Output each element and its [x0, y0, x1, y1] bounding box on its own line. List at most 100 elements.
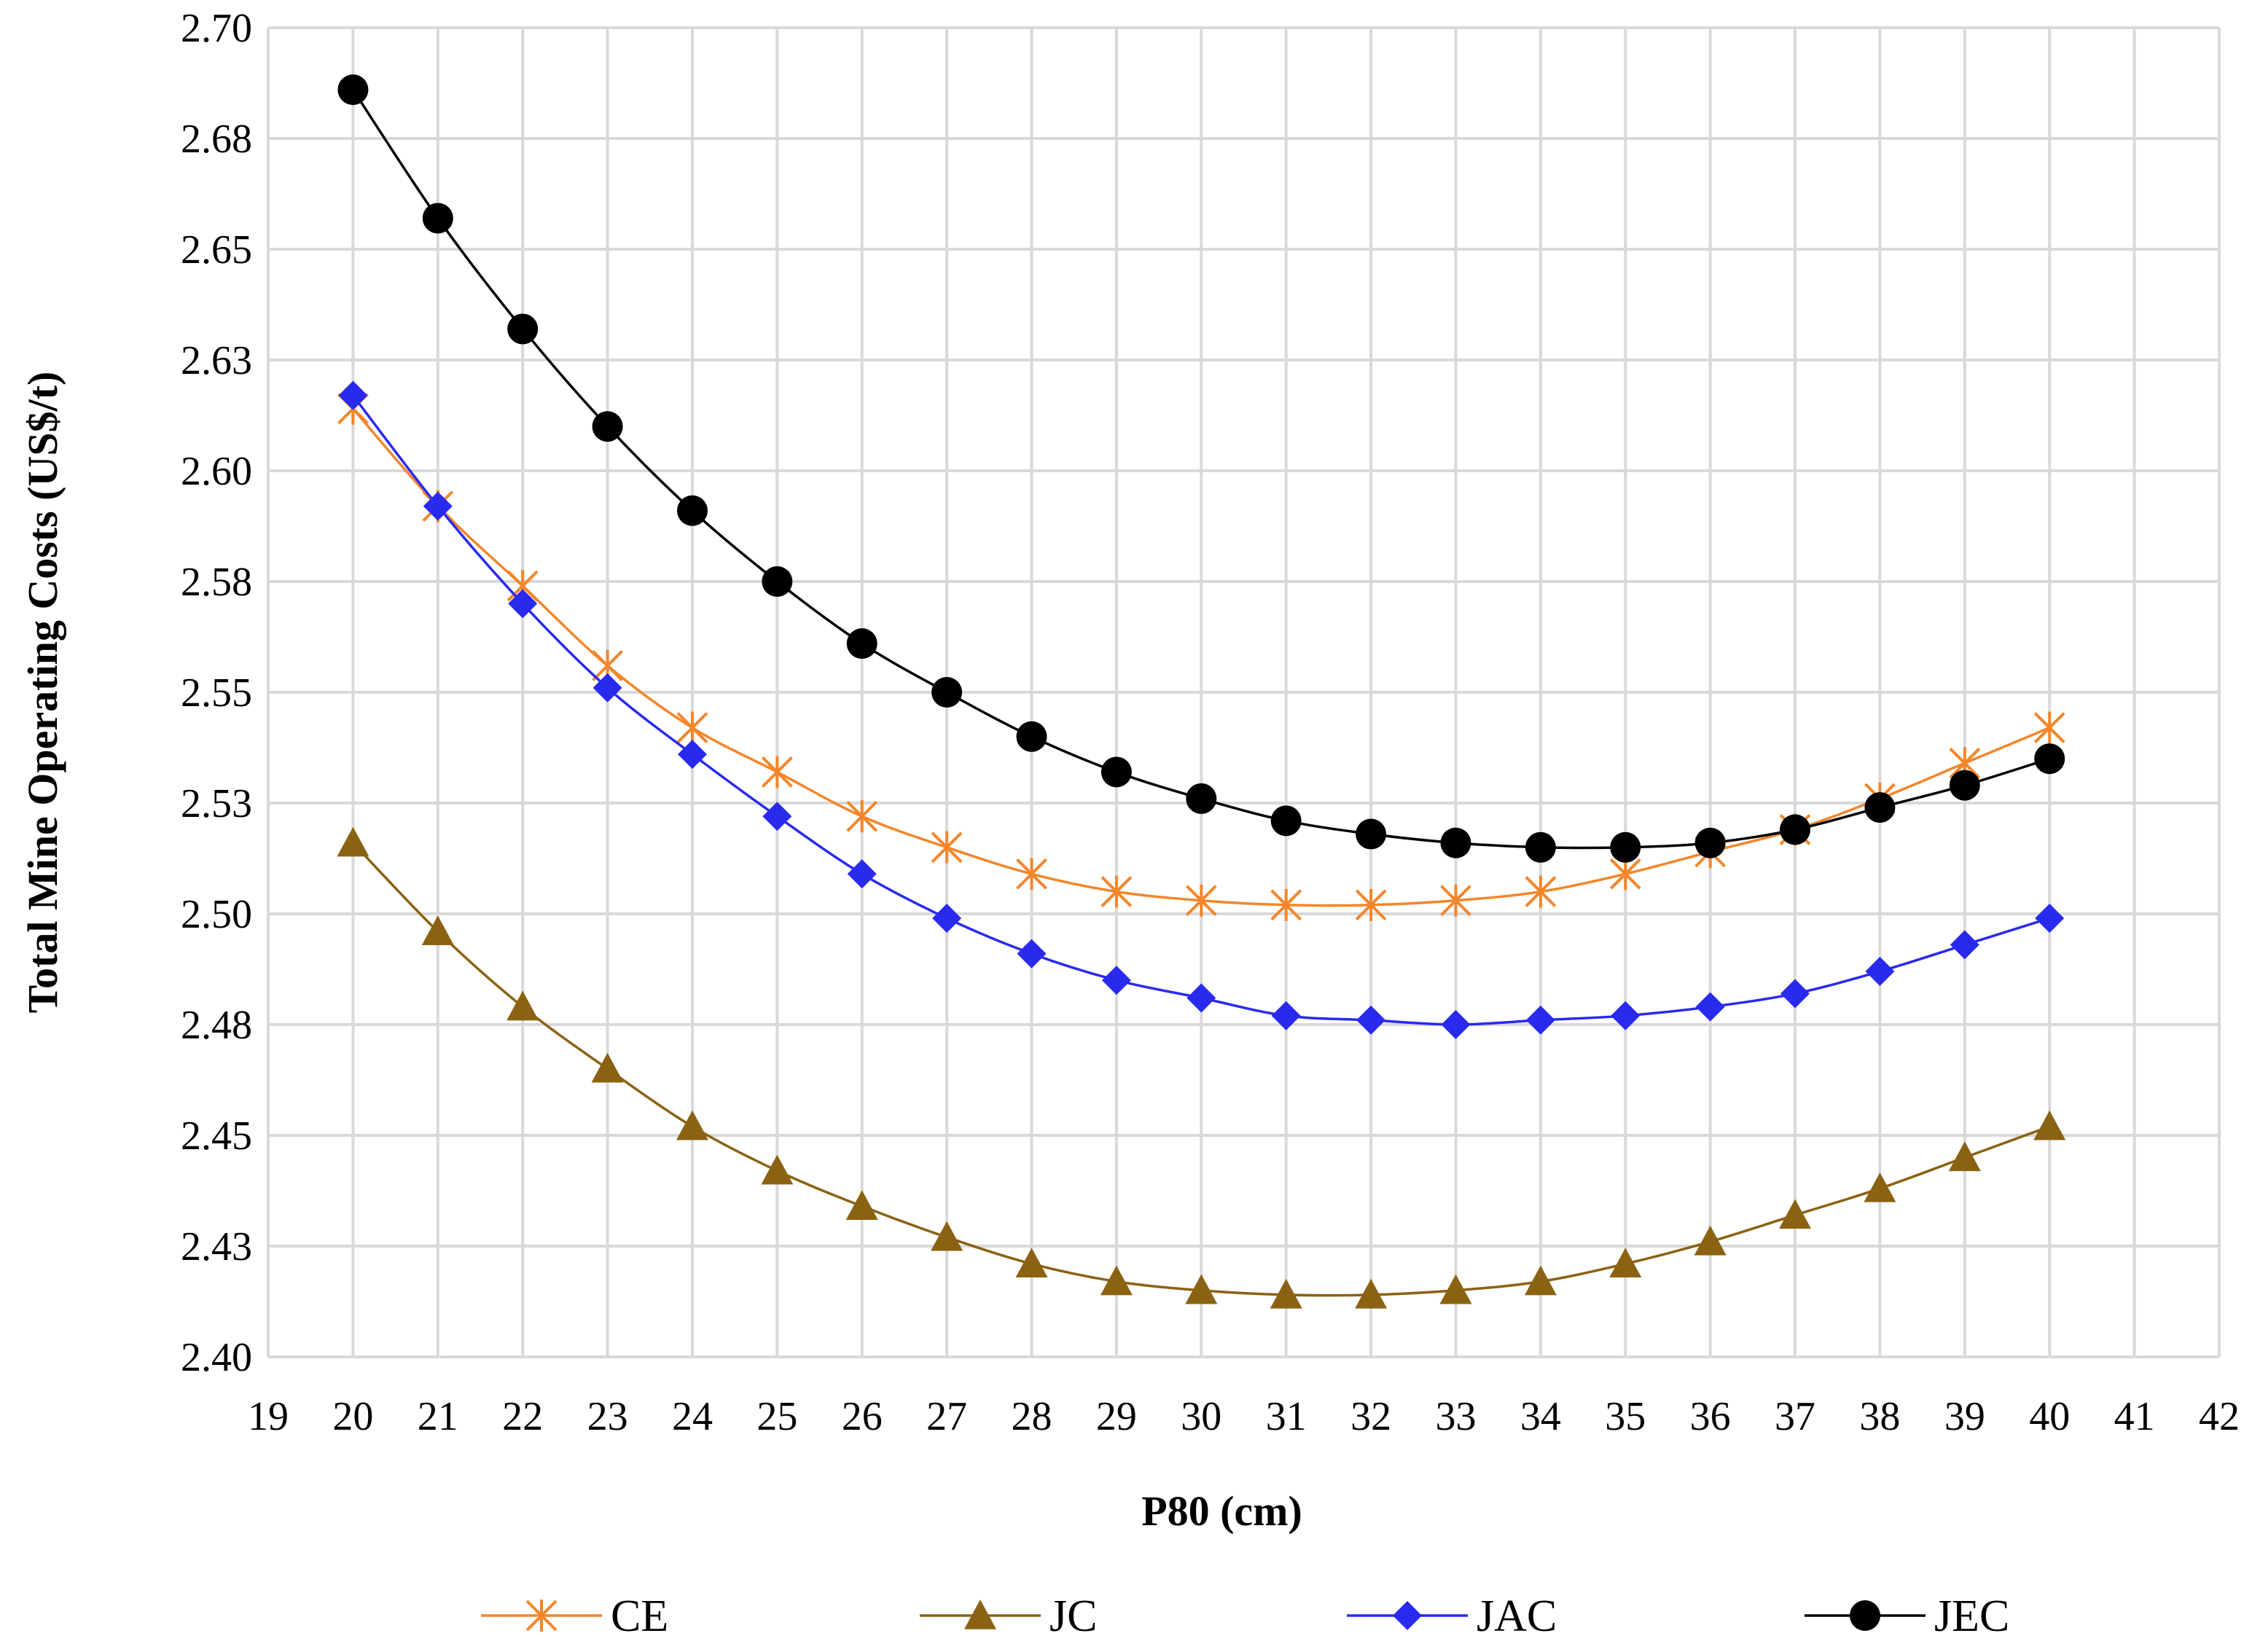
data-point — [1609, 1248, 1642, 1278]
x-tick-label: 22 — [502, 1394, 543, 1439]
data-point — [1101, 966, 1131, 995]
legend-marker — [964, 1600, 996, 1629]
data-point — [1949, 770, 1980, 801]
legend-item-jc: JC — [920, 1592, 1097, 1641]
x-tick-label: 25 — [756, 1394, 797, 1439]
y-tick-label: 2.45 — [181, 1113, 252, 1159]
data-point — [1185, 1274, 1218, 1304]
data-point — [2035, 904, 2065, 933]
data-point — [761, 1154, 794, 1185]
x-tick-label: 40 — [2029, 1394, 2070, 1439]
data-point — [1440, 827, 1471, 858]
data-point — [421, 915, 454, 946]
data-point — [1948, 1141, 1981, 1172]
y-tick-label: 2.60 — [181, 449, 252, 494]
data-point — [1779, 1199, 1812, 1229]
data-point — [1100, 1265, 1133, 1296]
data-point — [1864, 1172, 1896, 1202]
data-point — [1270, 1278, 1302, 1309]
x-tick-label: 24 — [672, 1394, 713, 1439]
data-point — [676, 495, 708, 526]
data-point — [931, 831, 963, 864]
y-tick-label: 2.70 — [181, 6, 252, 51]
legend-item-jac: JAC — [1347, 1592, 1557, 1641]
data-point — [2033, 711, 2065, 744]
data-point — [1950, 930, 1979, 960]
data-point — [931, 677, 963, 708]
data-point — [1100, 875, 1133, 908]
data-point — [1017, 939, 1047, 968]
data-point — [507, 990, 539, 1021]
data-point — [1186, 783, 1217, 814]
x-tick-label: 27 — [926, 1394, 967, 1439]
data-point — [847, 859, 877, 889]
data-point — [337, 74, 369, 106]
data-point — [337, 826, 370, 857]
data-point — [592, 411, 623, 442]
data-point — [1695, 992, 1725, 1022]
data-point — [1864, 792, 1896, 823]
data-point — [1524, 1265, 1557, 1296]
data-point — [846, 628, 877, 659]
x-tick-label: 30 — [1181, 1394, 1221, 1439]
y-tick-label: 2.48 — [181, 1003, 252, 1048]
x-tick-label: 29 — [1096, 1394, 1137, 1439]
data-point — [762, 566, 793, 597]
x-tick-label: 33 — [1435, 1394, 1476, 1439]
y-tick-label: 2.53 — [181, 781, 252, 826]
x-tick-label: 32 — [1350, 1394, 1391, 1439]
data-point — [1100, 756, 1132, 788]
x-tick-label: 20 — [332, 1394, 373, 1439]
data-point — [423, 491, 453, 521]
series-jec — [337, 74, 2065, 863]
x-tick-label: 42 — [2199, 1394, 2240, 1439]
data-point — [761, 756, 793, 788]
x-tick-labels: 19 20 21 22 23 24 25 26 27 28 29 30 31 32 33 34 35 36 37 38… — [248, 1394, 2240, 1439]
data-point — [1015, 1248, 1048, 1278]
data-point — [1356, 1005, 1386, 1035]
series-jc — [337, 826, 2066, 1309]
data-point — [1440, 884, 1471, 917]
data-point — [1525, 831, 1556, 863]
data-point — [1780, 979, 1810, 1009]
data-point — [1865, 957, 1895, 987]
x-tick-label: 39 — [1944, 1394, 1985, 1439]
data-point — [593, 673, 622, 702]
data-point — [1185, 884, 1217, 917]
legend-label: JAC — [1477, 1592, 1557, 1641]
y-tick-label: 2.68 — [181, 117, 252, 162]
data-point — [591, 1052, 624, 1083]
x-tick-label: 37 — [1775, 1394, 1815, 1439]
x-tick-label: 35 — [1605, 1394, 1646, 1439]
series-jac — [338, 380, 2065, 1039]
data-point — [1270, 805, 1302, 837]
data-point — [1609, 858, 1641, 890]
x-tick-label: 34 — [1520, 1394, 1561, 1439]
legend-item-ce: CE — [481, 1592, 668, 1641]
legend: CE JC JAC JEC — [481, 1592, 2009, 1641]
data-point — [2034, 743, 2065, 775]
data-point — [1270, 888, 1302, 921]
x-tick-label: 28 — [1012, 1394, 1052, 1439]
data-point — [2033, 1110, 2066, 1140]
x-tick-label: 38 — [1859, 1394, 1900, 1439]
data-point — [1694, 1225, 1727, 1256]
x-tick-label: 36 — [1690, 1394, 1731, 1439]
y-axis-title: Total Mine Operating Costs (US$/t) — [19, 372, 66, 1014]
legend-label: JEC — [1934, 1592, 2009, 1641]
x-tick-label: 21 — [418, 1394, 458, 1439]
legend-item-jec: JEC — [1805, 1592, 2009, 1641]
data-point — [931, 1221, 963, 1251]
data-point — [677, 740, 707, 770]
x-tick-label: 31 — [1266, 1394, 1307, 1439]
y-tick-label: 2.65 — [181, 227, 252, 273]
legend-label: CE — [611, 1592, 668, 1641]
data-point — [1780, 814, 1811, 845]
y-tick-label: 2.40 — [181, 1335, 252, 1380]
y-tick-label: 2.55 — [181, 670, 252, 716]
data-point — [676, 1110, 708, 1140]
legend-label: JC — [1049, 1592, 1097, 1641]
x-tick-label: 19 — [248, 1394, 289, 1439]
